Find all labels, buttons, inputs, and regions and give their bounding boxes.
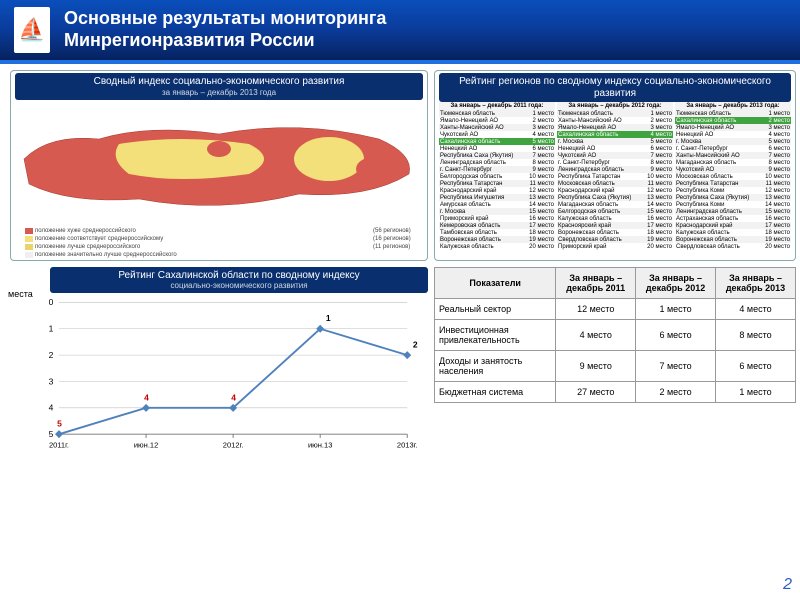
header-bar: ⛵ Основные результаты мониторинга Минрег…	[0, 0, 800, 60]
table-row: Бюджетная система27 место2 место1 место	[435, 381, 796, 402]
indicator-table-wrap: ПоказателиЗа январь – декабрь 2011За янв…	[434, 267, 796, 459]
line-chart: 0123452011г.июн.122012г.июн.132013г.5441…	[10, 293, 428, 453]
svg-text:0: 0	[49, 298, 54, 308]
svg-text:5: 5	[57, 419, 62, 429]
svg-text:2: 2	[413, 340, 418, 350]
russia-map	[17, 104, 421, 224]
map-legend: положение хуже среднероссийского(56 реги…	[25, 228, 413, 258]
title-line-2: Минрегионразвития России	[64, 30, 386, 52]
svg-text:4: 4	[49, 403, 54, 413]
svg-text:5: 5	[49, 429, 54, 439]
svg-text:2012г.: 2012г.	[223, 441, 244, 450]
map-panel-title: Сводный индекс социально-экономического …	[15, 73, 423, 100]
svg-text:4: 4	[231, 393, 236, 403]
svg-text:2013г.: 2013г.	[397, 441, 418, 450]
chart-panel: Рейтинг Сахалинской области по сводному …	[10, 267, 428, 459]
svg-text:1: 1	[326, 314, 331, 324]
ranking-year-column: За январь – декабрь 2012 года:Тюменская …	[557, 102, 673, 250]
page-title: Основные результаты мониторинга Минрегио…	[64, 8, 386, 51]
ranking-panel-title: Рейтинг регионов по сводному индексу соц…	[439, 73, 791, 102]
logo-icon: ⛵	[14, 7, 50, 53]
ranking-columns: За январь – декабрь 2011 года:Тюменская …	[439, 102, 791, 250]
table-row: Инвестиционная привлекательность4 место6…	[435, 319, 796, 350]
ranking-year-column: За январь – декабрь 2011 года:Тюменская …	[439, 102, 555, 250]
svg-text:3: 3	[49, 377, 54, 387]
chart-y-label: места	[8, 289, 33, 299]
title-line-1: Основные результаты мониторинга	[64, 8, 386, 30]
svg-text:июн.12: июн.12	[134, 441, 158, 450]
svg-text:2011г.: 2011г.	[49, 441, 69, 450]
ranking-panel: Рейтинг регионов по сводному индексу соц…	[434, 70, 796, 261]
chart-panel-title: Рейтинг Сахалинской области по сводному …	[50, 267, 428, 294]
svg-text:4: 4	[144, 393, 149, 403]
indicator-table: ПоказателиЗа январь – декабрь 2011За янв…	[434, 267, 796, 403]
svg-text:1: 1	[49, 324, 54, 334]
table-row: Доходы и занятость населения9 место7 мес…	[435, 350, 796, 381]
svg-text:июн.13: июн.13	[308, 441, 332, 450]
table-row: Реальный сектор12 место1 место4 место	[435, 298, 796, 319]
map-panel: Сводный индекс социально-экономического …	[10, 70, 428, 261]
svg-text:2: 2	[49, 350, 54, 360]
page-number: 2	[783, 576, 792, 594]
ranking-year-column: За январь – декабрь 2013 года:Тюменская …	[675, 102, 791, 250]
